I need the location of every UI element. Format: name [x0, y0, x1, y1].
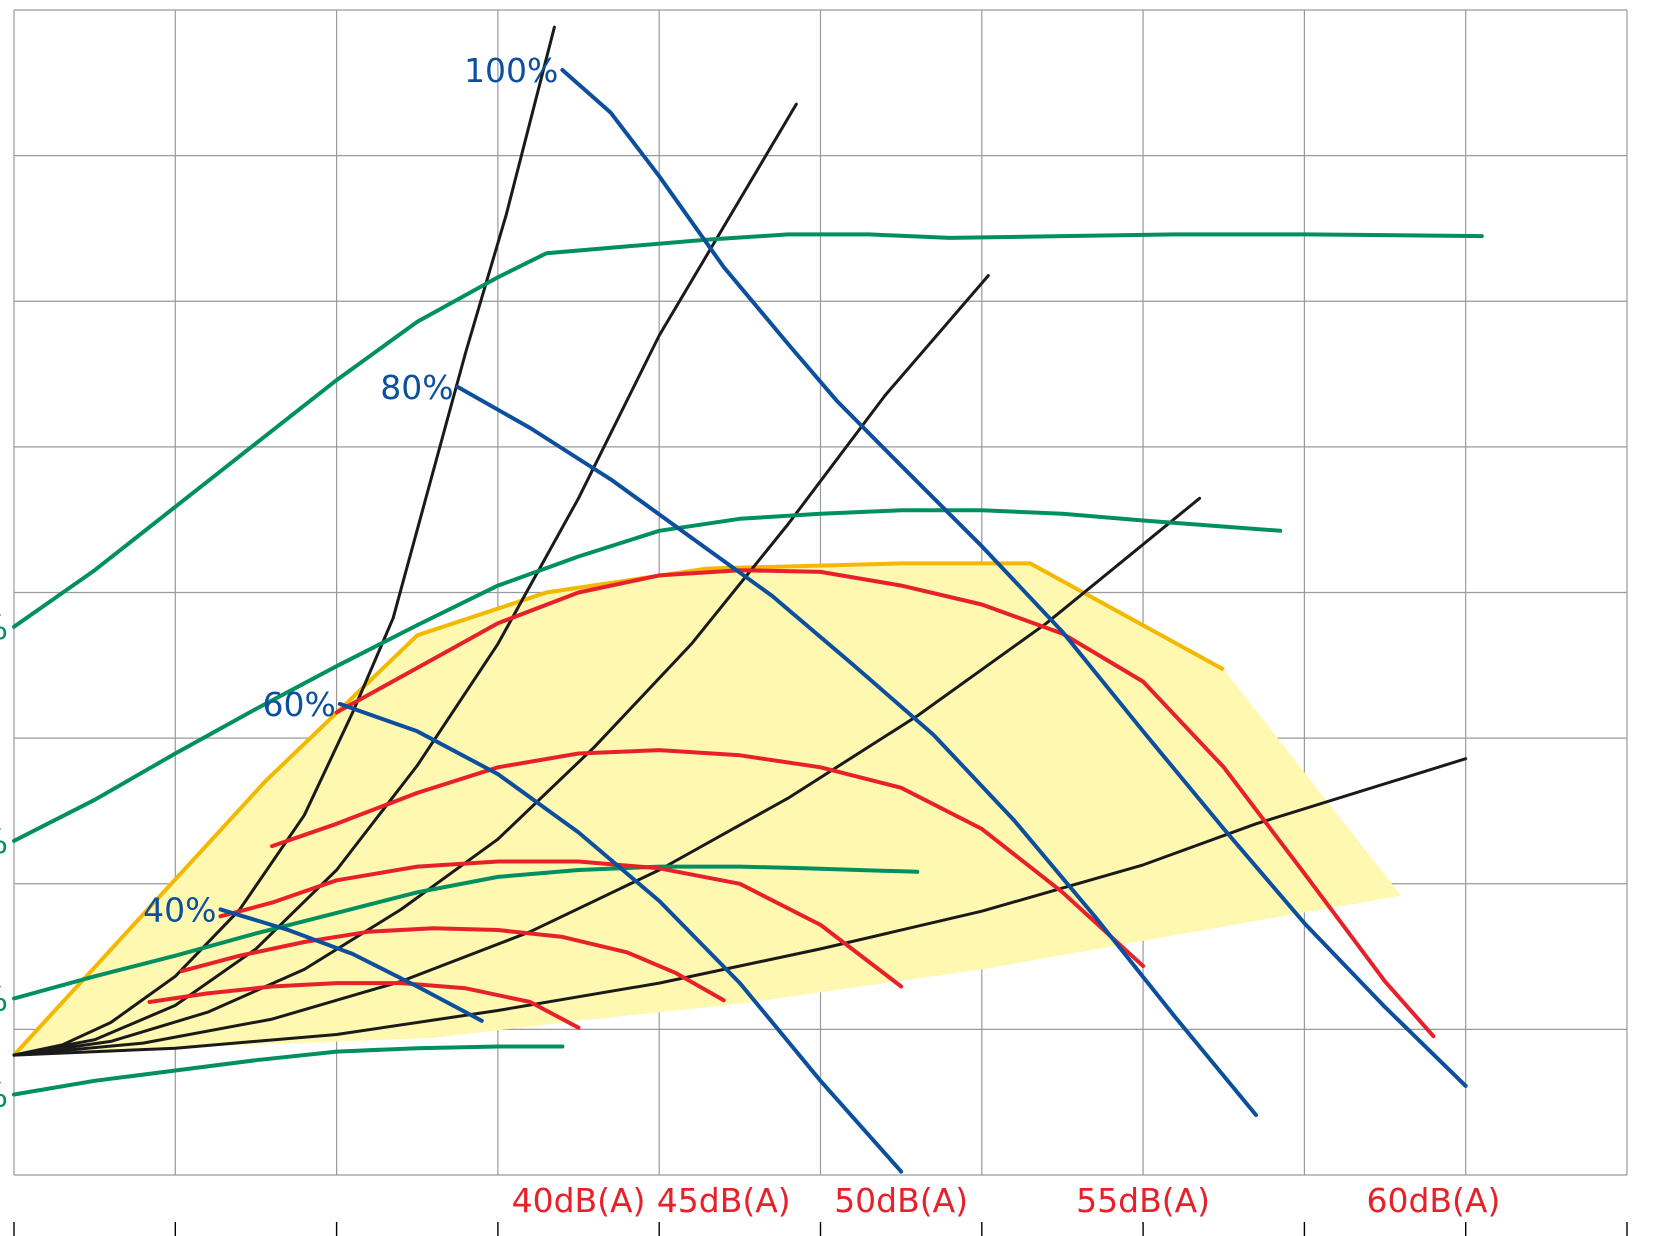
efficiency-curves: [12, 232, 1484, 1097]
system-curve: [12, 274, 990, 1057]
system-curve: [12, 25, 556, 1057]
speed-curve-label: 60%: [262, 685, 335, 724]
efficiency-curve-label: %: [0, 1075, 8, 1114]
speed-curve-label: 40%: [143, 890, 216, 929]
noise-curve: [270, 748, 1146, 968]
efficiency-curve-label: %: [0, 980, 8, 1019]
noise-curve: [179, 926, 726, 1003]
speed-curves: [218, 68, 1468, 1174]
noise-curve: [218, 859, 904, 989]
efficiency-curve: [12, 864, 920, 1001]
system-curve: [12, 757, 1468, 1057]
noise-curve-label: 45dB(A): [657, 1181, 791, 1220]
efficiency-curve-label: %: [0, 822, 8, 861]
speed-curve-label: 100%: [464, 51, 558, 90]
noise-curve-label: 50dB(A): [834, 1181, 968, 1220]
speed-curve-label: 80%: [380, 368, 453, 407]
noise-curve: [334, 568, 1436, 1039]
curve-labels: 100% 80% 60% 40% 60dB(A) 55dB(A) 50dB(A) 45dB(A…: [0, 51, 1500, 1220]
speed-curve: [218, 907, 484, 1023]
noise-curves: [147, 568, 1436, 1039]
speed-curve: [337, 701, 904, 1174]
system-curve: [12, 102, 798, 1057]
efficiency-curve: [12, 232, 1484, 629]
efficiency-curve: [12, 508, 1283, 843]
noise-curve-label: 60dB(A): [1366, 1181, 1500, 1220]
noise-curve: [147, 981, 581, 1030]
speed-curve: [455, 384, 1258, 1117]
efficiency-curve-label: %: [0, 608, 8, 647]
system-curve: [12, 496, 1202, 1057]
noise-curve-label: 40dB(A): [512, 1181, 646, 1220]
noise-curve-label: 55dB(A): [1076, 1181, 1210, 1220]
speed-curve: [560, 68, 1468, 1088]
operating-envelope: [12, 561, 1402, 1057]
envelope-fill: [14, 563, 1402, 1056]
efficiency-curve: [12, 1044, 565, 1097]
system-curves: [12, 25, 1468, 1057]
